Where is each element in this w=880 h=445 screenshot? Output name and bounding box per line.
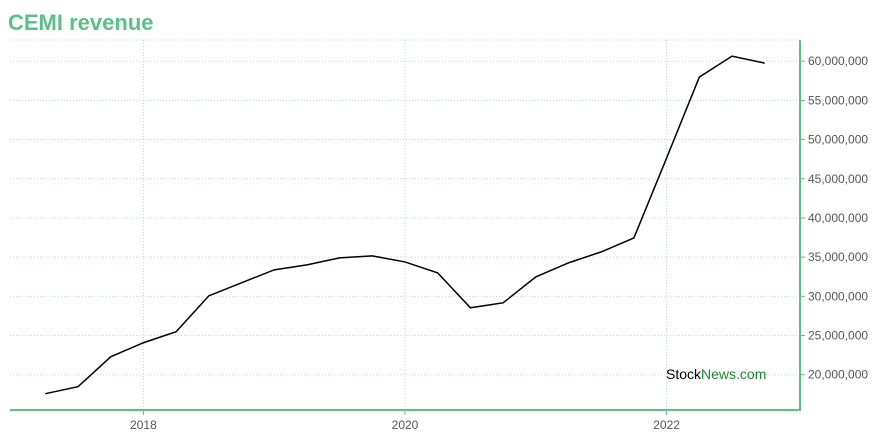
watermark: StockNews.com: [666, 366, 766, 382]
y-tick-label: 20,000,000: [808, 368, 868, 382]
line: [45, 55, 765, 395]
y-tick-label: 60,000,000: [808, 54, 868, 68]
x-tick-label: 2018: [130, 418, 157, 432]
y-tick-label: 30,000,000: [808, 289, 868, 303]
x-tick-label: 2022: [653, 418, 680, 432]
y-tick-label: 50,000,000: [808, 133, 868, 147]
y-tick-label: 45,000,000: [808, 172, 868, 186]
watermark-part: Stock: [666, 366, 702, 382]
x-tick-label: 2020: [392, 418, 419, 432]
y-tick-label: 25,000,000: [808, 329, 868, 343]
y-tick-label: 40,000,000: [808, 211, 868, 225]
y-tick-label: 35,000,000: [808, 250, 868, 264]
chart-title: CEMI revenue: [8, 10, 154, 35]
watermark-part: News.com: [701, 366, 766, 382]
y-tick-label: 55,000,000: [808, 93, 868, 107]
